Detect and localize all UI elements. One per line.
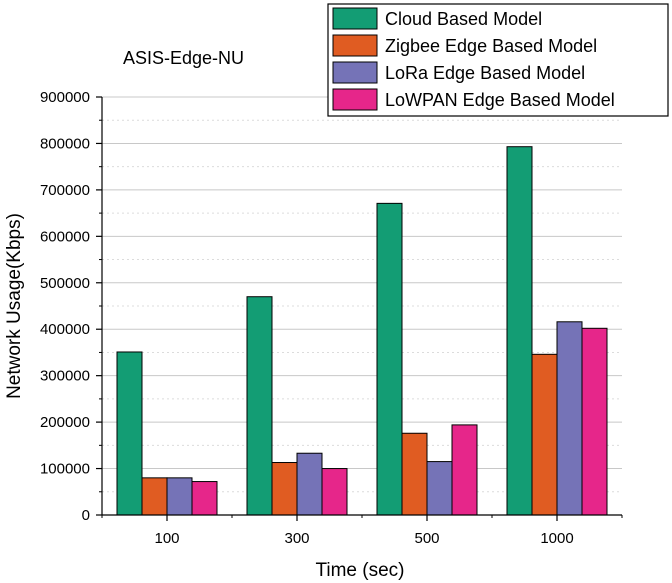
legend-frame [327, 3, 669, 117]
bar-lora-edge-based-model-1000 [556, 321, 583, 516]
bar-lora-edge-based-model-100 [166, 477, 193, 516]
bar-lowpan-edge-based-model-1000 [581, 327, 608, 516]
y-tick-label: 200000 [40, 414, 90, 431]
y-tick-label: 800000 [40, 135, 90, 152]
y-axis-title: Network Usage(Kbps) [4, 213, 25, 399]
legend-label: Zigbee Edge Based Model [385, 36, 597, 56]
legend: Cloud Based Model Zigbee Edge Based Model… [327, 3, 669, 117]
legend-label: Cloud Based Model [385, 9, 542, 29]
y-tick-label: 600000 [40, 228, 90, 245]
x-tick-label: 1000 [540, 530, 573, 547]
bar-lowpan-edge-based-model-300 [321, 468, 348, 516]
y-tick-label: 400000 [40, 321, 90, 338]
bar-zigbee-edge-based-model-300 [271, 462, 298, 516]
x-tick-label: 100 [154, 530, 179, 547]
bar-cloud-based-model-500 [376, 202, 403, 516]
bar-zigbee-edge-based-model-100 [141, 477, 168, 516]
bar-lora-edge-based-model-300 [296, 452, 323, 516]
y-tick-label: 900000 [40, 89, 90, 106]
bar-cloud-based-model-300 [246, 296, 273, 516]
x-tick-label: 300 [284, 530, 309, 547]
legend-label: LoRa Edge Based Model [385, 63, 585, 83]
bar-lowpan-edge-based-model-100 [191, 481, 218, 516]
bar-zigbee-edge-based-model-1000 [531, 353, 558, 516]
bar-lora-edge-based-model-500 [426, 461, 453, 516]
x-axis-ticks: 100 300 500 1000 [101, 515, 623, 547]
legend-swatch [332, 61, 378, 84]
y-tick-label: 700000 [40, 182, 90, 199]
legend-swatch [332, 34, 378, 57]
bar-cloud-based-model-1000 [506, 146, 533, 516]
legend-swatch [332, 7, 378, 30]
gridlines [102, 96, 622, 493]
y-tick-label: 500000 [40, 275, 90, 292]
chart-title: ASIS-Edge-NU [123, 48, 244, 68]
y-tick-label: 300000 [40, 368, 90, 385]
legend-swatch [332, 88, 378, 111]
y-tick-label: 100000 [40, 461, 90, 478]
bar-zigbee-edge-based-model-500 [401, 432, 428, 516]
y-tick-label: 0 [82, 507, 90, 524]
y-axis-ticks: 0 100000 200000 300000 400000 500000 600000 700… [40, 89, 102, 524]
bars [116, 146, 608, 516]
bar-lowpan-edge-based-model-500 [451, 424, 478, 516]
bar-cloud-based-model-100 [116, 351, 143, 516]
x-axis-title: Time (sec) [315, 560, 404, 581]
x-tick-label: 500 [414, 530, 439, 547]
legend-label: LoWPAN Edge Based Model [385, 90, 615, 110]
